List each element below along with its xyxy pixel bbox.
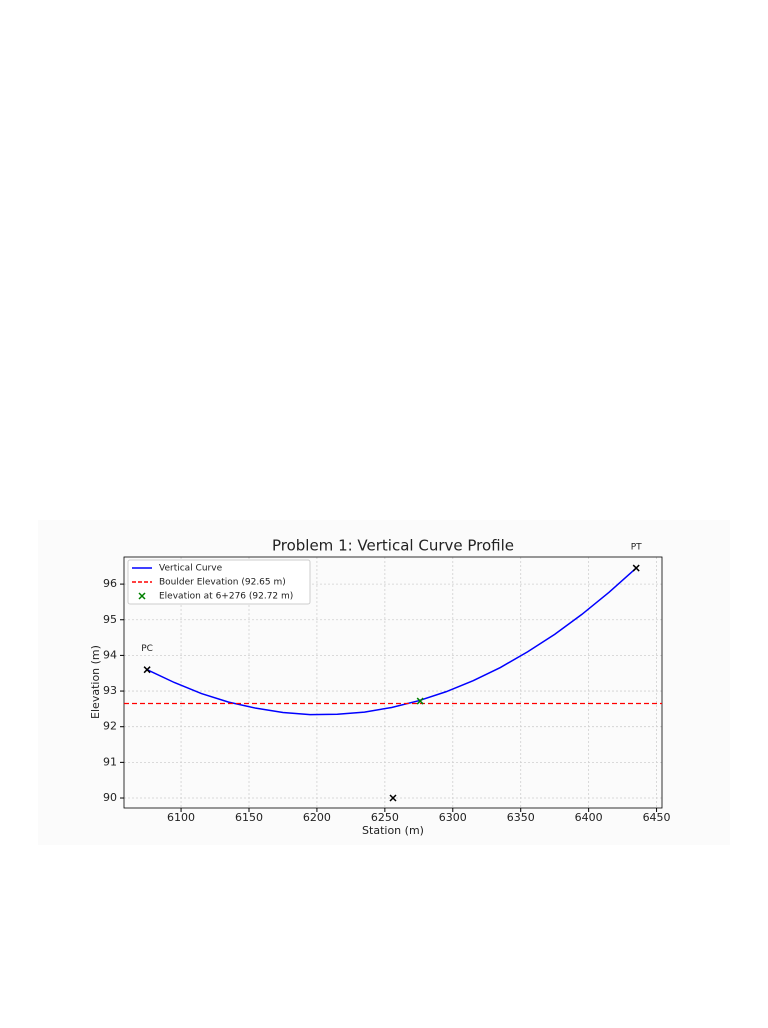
curve-line [146, 567, 637, 716]
x-axis-label: Station (m) [362, 824, 424, 837]
y-tick-label: 91 [103, 755, 117, 768]
legend: Vertical Curve Boulder Elevation (92.65 m… [127, 559, 311, 605]
point-label: PT [631, 543, 642, 553]
y-tick-label: 90 [103, 791, 117, 804]
point-marker-stroke [632, 564, 640, 572]
y-tick-label: 96 [103, 577, 117, 590]
point-marker [632, 564, 640, 572]
highlight-marker-stroke [416, 697, 424, 705]
highlight-marker [416, 697, 424, 705]
y-tick-label: 92 [103, 720, 117, 733]
x-tick-label: 6400 [575, 811, 603, 824]
chart-title: Problem 1: Vertical Curve Profile [272, 537, 514, 555]
x-tick-label: 6450 [643, 811, 671, 824]
point-marker-stroke [389, 794, 397, 802]
x-tick-label: 6250 [371, 811, 399, 824]
point-marker [389, 794, 397, 802]
x-tick-label: 6350 [507, 811, 535, 824]
legend-label: Vertical Curve [159, 564, 223, 574]
point-label: PC [141, 644, 153, 654]
x-tick-label: 6300 [439, 811, 467, 824]
x-tick-label: 6200 [303, 811, 331, 824]
legend-label: Elevation at 6+276 (92.72 m) [159, 592, 293, 602]
y-axis-label: Elevation (m) [89, 645, 102, 719]
x-tick-label: 6100 [167, 811, 195, 824]
point-marker [143, 666, 151, 674]
y-tick-label: 94 [103, 648, 117, 661]
x-tick-label: 6150 [235, 811, 263, 824]
legend-box [127, 559, 311, 605]
y-tick-label: 95 [103, 613, 117, 626]
y-tick-label: 93 [103, 684, 117, 697]
legend-marker [138, 592, 146, 600]
point-marker-stroke [143, 666, 151, 674]
plot-frame [123, 556, 663, 809]
legend-label: Boulder Elevation (92.65 m) [159, 578, 286, 588]
